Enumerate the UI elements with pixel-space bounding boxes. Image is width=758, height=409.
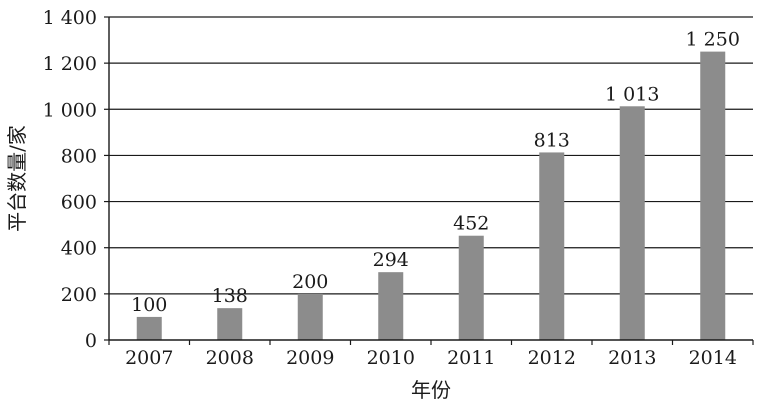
value-label: 200 xyxy=(292,271,328,293)
value-labels: 100 138 200 294 452 813 1 013 1 250 xyxy=(131,29,740,316)
y-tick-label: 400 xyxy=(61,238,97,260)
bar-2010 xyxy=(378,272,404,340)
x-tick-label: 2007 xyxy=(125,347,173,369)
x-axis-title: 年份 xyxy=(411,378,451,402)
x-tick-label: 2008 xyxy=(206,347,254,369)
bar-2011 xyxy=(458,235,484,340)
bar-2007 xyxy=(136,316,162,340)
x-tick-label: 2009 xyxy=(286,347,334,369)
value-label: 294 xyxy=(373,249,409,271)
y-tick-label: 1 400 xyxy=(43,7,97,29)
value-label: 1 250 xyxy=(686,29,740,51)
y-tick-label: 0 xyxy=(85,330,97,352)
y-tick-label: 200 xyxy=(61,284,97,306)
value-label: 138 xyxy=(212,285,248,307)
x-tick-labels: 2007 2008 2009 2010 2011 2012 2013 2014 xyxy=(108,340,754,369)
value-label: 1 013 xyxy=(605,83,659,105)
bar-2014 xyxy=(700,51,726,340)
y-tick-label: 600 xyxy=(61,192,97,214)
x-tick-label: 2010 xyxy=(367,347,415,369)
bar-2013 xyxy=(619,106,645,340)
x-tick-label: 2013 xyxy=(608,347,656,369)
bar-2012 xyxy=(539,152,565,340)
bar-2009 xyxy=(297,293,323,340)
y-axis-title: 平台数量/家 xyxy=(5,125,29,232)
bar-2008 xyxy=(217,308,243,340)
x-tick-label: 2011 xyxy=(447,347,495,369)
y-tick-label: 800 xyxy=(61,145,97,167)
value-label: 813 xyxy=(534,129,570,151)
y-tick-label: 1 200 xyxy=(43,53,97,75)
y-tick-labels: 0 200 400 600 800 1 000 1 200 1 400 xyxy=(43,7,109,352)
value-label: 452 xyxy=(453,213,489,235)
bars xyxy=(136,51,726,340)
x-tick-label: 2012 xyxy=(528,347,576,369)
grid-lines xyxy=(109,16,753,295)
y-tick-label: 1 000 xyxy=(43,99,97,121)
x-tick-label: 2014 xyxy=(689,347,737,369)
axes xyxy=(108,17,753,341)
value-label: 100 xyxy=(131,294,167,316)
